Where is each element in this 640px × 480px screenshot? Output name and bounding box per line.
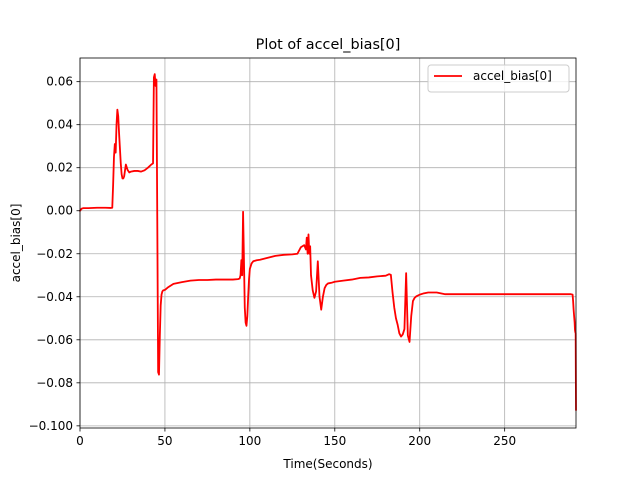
series-line-0 (78, 73, 577, 411)
legend-label: accel_bias[0] (473, 69, 552, 83)
chart-title: Plot of accel_bias[0] (256, 37, 401, 53)
grid-lines (79, 58, 576, 428)
x-tick-label: 200 (408, 434, 431, 448)
x-tick-label: 250 (493, 434, 516, 448)
plot-background (80, 58, 576, 428)
y-tick-label: −0.04 (36, 290, 73, 304)
legend: accel_bias[0] (427, 64, 570, 93)
x-tick-label: 50 (157, 434, 172, 448)
y-axis: −0.100 −0.08 −0.06 −0.04 −0.02 0.00 0.02 0.04 0.… (29, 75, 80, 433)
x-axis-label: Time(Seconds) (282, 457, 372, 471)
y-axis-label: accel_bias[0] (9, 204, 23, 283)
y-tick-label: −0.02 (36, 247, 73, 261)
y-tick-label: 0.02 (46, 161, 73, 175)
legend-box (427, 64, 570, 93)
y-tick-label: 0.04 (46, 118, 73, 132)
y-tick-label: −0.100 (29, 419, 73, 433)
x-tick-label: 0 (76, 434, 84, 448)
plot-area (78, 57, 577, 429)
x-tick-label: 150 (323, 434, 346, 448)
plot-frame (79, 57, 577, 429)
y-tick-label: −0.08 (36, 376, 73, 390)
y-tick-label: 0.06 (46, 75, 73, 89)
x-tick-label: 100 (238, 434, 261, 448)
y-tick-label: 0.00 (46, 204, 73, 218)
series-layer (78, 73, 577, 411)
y-tick-label: −0.06 (36, 333, 73, 347)
x-axis: 0 50 100 150 200 250 (76, 428, 516, 448)
